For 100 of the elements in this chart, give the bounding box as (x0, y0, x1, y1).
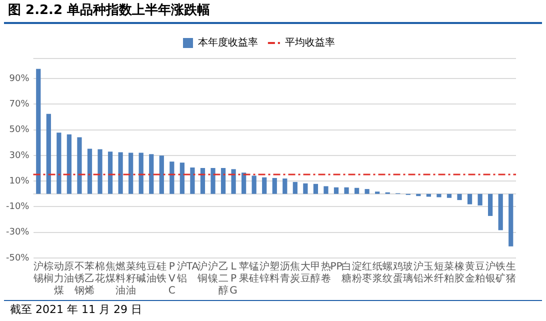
bar (210, 168, 216, 194)
bar (56, 132, 62, 194)
bar (128, 152, 134, 194)
x-tick-label: 生猪 (506, 260, 516, 285)
bar (220, 168, 226, 194)
x-tick-label: 热卷 (320, 262, 331, 285)
y-tick-label: -30% (6, 228, 30, 238)
x-tick-label: TA (185, 262, 199, 273)
bar (98, 149, 102, 194)
bar (118, 152, 123, 194)
x-tick-label: 焦煤 (105, 260, 116, 285)
bar (252, 176, 256, 194)
bar (364, 189, 370, 194)
x-tick-label: 铁矿 (494, 260, 506, 285)
x-tick-label: 甲醇 (310, 262, 321, 285)
x-tick-label: 沪锌 (258, 260, 270, 285)
bar (262, 177, 267, 194)
bar (190, 167, 195, 194)
x-tick-label: 纯碱 (136, 260, 146, 285)
bar (159, 156, 164, 194)
bar (354, 188, 360, 194)
x-tick-label: 玻璃 (403, 260, 414, 285)
x-tick-label: 沪镍 (207, 260, 218, 285)
chart-title: 图 2.2.2 单品种指数上半年涨跌幅 (4, 0, 542, 24)
x-tick-label: 螺纹 (382, 260, 393, 285)
x-tick-label: 菜粕 (444, 260, 454, 285)
x-tick-label: 乙二醇 (218, 262, 228, 297)
bar (436, 194, 442, 198)
bar (324, 186, 328, 194)
bar (344, 187, 349, 194)
y-tick-label: 50% (9, 125, 30, 136)
bar (108, 152, 113, 194)
bar (416, 194, 421, 196)
legend-label: 本年度收益率 (198, 36, 258, 49)
x-tick-label: 白糖 (342, 260, 352, 285)
bar (46, 114, 51, 194)
bar (508, 194, 514, 246)
bar (66, 134, 72, 194)
bar (303, 183, 308, 194)
legend-label: 平均收益率 (285, 36, 335, 49)
x-tick-label: 硅铁 (156, 260, 167, 285)
x-tick-label: 动力煤 (54, 262, 64, 297)
bar (180, 162, 184, 194)
x-tick-label: 黄金 (464, 260, 475, 285)
bar (488, 194, 493, 216)
x-tick-label: 沪锡 (32, 260, 44, 285)
bar (446, 194, 452, 198)
x-tick-label: 原油 (64, 262, 74, 285)
text: 截至 2021 年 11 月 29 日 (4, 300, 542, 319)
x-tick-label: 淀粉 (352, 260, 362, 285)
bar (457, 194, 462, 200)
x-tick-label: 苯乙烯 (84, 260, 95, 297)
bar (498, 194, 503, 230)
y-tick-label: 90% (9, 74, 30, 84)
bar (77, 137, 82, 194)
x-tick-label: 沪铜 (196, 260, 208, 285)
x-tick-label: 玉米 (424, 262, 434, 285)
x-tick-label: 鸡蛋 (392, 262, 403, 285)
x-tick-label: 锰硅 (248, 262, 260, 285)
x-tick-label: 沥青 (280, 260, 290, 285)
x-tick-label: 塑料 (270, 260, 280, 285)
x-tick-label: 焦炭 (290, 260, 300, 285)
bar (467, 194, 472, 204)
x-tick-label: 沪银 (484, 260, 496, 285)
x-tick-label: PVC (168, 262, 176, 297)
bar (313, 184, 318, 194)
x-tick-label: 豆油 (146, 262, 156, 285)
bar (282, 178, 288, 194)
x-tick-label: 豆粕 (475, 262, 486, 285)
bar (292, 182, 298, 194)
x-tick-label: 红枣 (362, 260, 372, 285)
bar (242, 172, 246, 194)
bar (478, 194, 482, 206)
x-tick-label: PP (330, 262, 342, 273)
y-tick-label: -10% (6, 202, 30, 212)
bar (87, 148, 92, 194)
bar (149, 154, 154, 194)
y-tick-label: 10% (9, 176, 30, 186)
x-tick-label: 纸浆 (372, 260, 382, 285)
y-tick-label: -50% (6, 253, 30, 264)
y-tick-label: 70% (9, 100, 30, 110)
x-tick-label: 菜籽油 (126, 260, 136, 297)
x-tick-label: 橡胶 (454, 260, 465, 285)
x-tick-label: 棉花 (95, 260, 106, 285)
x-tick-label: 沪铅 (412, 260, 424, 285)
x-tick-label: 苹果 (238, 260, 249, 285)
x-tick-label: LPG (230, 262, 238, 297)
x-tick-label: 棕榈 (44, 260, 54, 285)
bar (36, 68, 41, 194)
y-tick-label: 30% (9, 150, 30, 161)
x-tick-label: 短纤 (434, 262, 444, 285)
x-tick-label: 沪铝 (176, 260, 188, 285)
bar (200, 168, 206, 194)
x-tick-label: 燃料油 (116, 260, 126, 297)
bar (170, 162, 174, 194)
bar (334, 187, 339, 194)
bar (231, 169, 236, 194)
bar (272, 178, 277, 194)
bar (138, 152, 144, 194)
x-tick-label: 大豆 (300, 260, 310, 285)
